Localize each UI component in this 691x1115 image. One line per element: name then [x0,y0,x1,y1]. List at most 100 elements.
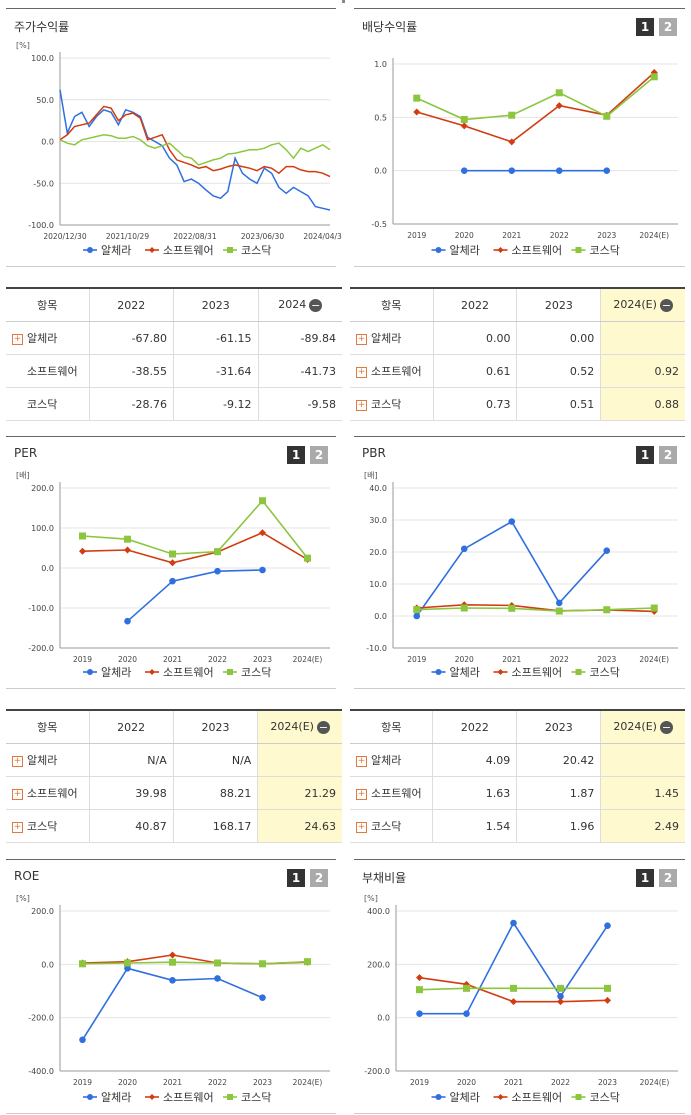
debt-point [510,984,517,992]
roe-y-tick: -200.0 [28,1014,54,1023]
per-tab-1[interactable]: 1 [287,446,305,464]
per-x-tick: 2023 [253,655,272,664]
stock-legend-label: 코스닥 [241,244,271,257]
plus-icon[interactable]: + [12,821,23,833]
debt-point [510,998,517,1006]
div-tab-1[interactable]: 1 [636,18,654,36]
stock-chart-panel: 주가수익률 [%] 100.0 50.0 0.0 -50.0 -100.0 2020/12/3… [0,0,342,268]
minus-circle-icon[interactable]: − [316,720,330,734]
per-data-table: 항목 2022 2023 2024(E) − + 알체라 N/A N/A + 소프트웨어 39.98 8… [6,709,342,843]
div-chart-svg: 1.0 0.5 0.0 -0.5 2019 2020 2021 2022 2023 2024(E)… [371,58,678,257]
roe-series-line [82,960,308,965]
per-tab-2[interactable]: 2 [310,446,328,464]
pbr-point [603,606,611,614]
plus-icon[interactable]: + [356,333,367,345]
debt-legend: 알체라 소프트웨어 코스닥 [431,1090,620,1104]
plus-icon[interactable]: + [356,788,367,800]
debt-series-1 [416,919,611,1017]
debt-tab-1[interactable]: 1 [636,869,654,887]
per-row-label-cell: + 코스닥 [6,809,90,843]
pbr-y-tick: 0.0 [374,612,387,621]
plus-icon[interactable]: + [356,821,367,833]
stock-y-tick: 100.0 [31,54,54,63]
table-row: + 코스닥 0.73 0.51 0.88 [350,387,685,421]
div-series-3 [413,73,658,123]
minus-circle-icon[interactable]: − [659,298,673,312]
pbr-legend: 알체라 소프트웨어 코스닥 [431,665,620,679]
pbr-chart-title: PBR [362,446,386,460]
plus-icon[interactable]: + [356,399,367,411]
debt-panel-top-rule [354,859,685,860]
div-point [508,138,516,146]
per-x-tick: 2022 [208,655,227,664]
pbr-x-tick: 2023 [597,655,616,664]
plus-icon[interactable]: + [356,755,367,767]
table-row: + 소프트웨어 1.63 1.87 1.45 [350,776,685,810]
pbr-row-name: 코스닥 [371,820,402,833]
roe-point [169,958,176,966]
roe-chart-panel: ROE 1 2 [%] 200.0 0.0 -200.0 -400.0 2019 2020 2021… [0,851,342,1115]
pbr-tab-1[interactable]: 1 [636,446,654,464]
per-header-cell: 2023 [172,709,258,744]
debt-point [604,922,611,929]
stock-chart-svg: [%]100.0 50.0 0.0 -50.0 -100.0 2020/12/30 2021… [16,41,342,257]
roe-tab-1[interactable]: 1 [287,869,305,887]
stock-table-header: 항목 2022 2023 2024− [6,287,342,322]
per-point [259,529,266,537]
per-value-cell: 40.87 [88,809,174,843]
per-value-cell: 24.63 [257,809,342,843]
per-value-cell: N/A [88,743,174,777]
debt-point [416,986,423,994]
plus-icon[interactable]: + [12,333,23,345]
div-point [413,94,421,102]
debt-point [557,998,564,1006]
pbr-point [603,547,611,554]
div-header-label: 2024(E) [613,298,657,312]
per-y-tick: -100.0 [28,604,54,613]
plus-icon[interactable]: + [12,788,23,800]
roe-x-tick: 2024(E) [293,1078,323,1087]
pbr-row-name: 알체라 [371,754,402,767]
roe-panel-top-rule [6,859,336,860]
per-point [124,546,131,554]
roe-point [304,958,311,966]
plus-icon[interactable]: + [356,366,367,378]
roe-legend-label: 알체라 [101,1090,131,1104]
div-y-tick: 0.0 [374,167,387,176]
div-point [555,102,563,110]
pbr-header-cell: 2022 [432,709,517,744]
minus-circle-icon[interactable]: − [659,720,673,734]
minus-circle-icon[interactable]: − [309,298,323,312]
pbr-value-cell: 1.45 [600,776,685,810]
roe-series-2 [79,951,311,968]
roe-chart-svg: [%]200.0 0.0 -200.0 -400.0 2019 2020 2021 2022 2… [16,894,330,1104]
roe-x-tick: 2020 [118,1078,137,1087]
per-legend-label: 소프트웨어 [163,666,214,679]
pbr-series-3 [413,604,658,615]
div-panel-top-rule [354,8,685,9]
stock-series-line [59,105,331,178]
stock-row-label-cell: 코스닥 [6,387,90,421]
per-x-tick: 2019 [73,655,92,664]
debt-legend-marker [497,1094,504,1100]
pbr-y-tick: 30.0 [369,516,387,525]
stock-header-cell: 2023 [173,287,258,322]
debt-tab-2[interactable]: 2 [659,869,677,887]
roe-legend-marker [227,1094,233,1100]
plus-icon[interactable]: + [12,755,23,767]
stock-x-tick: 2024/04/30 [303,232,342,241]
per-series-line [126,569,263,622]
stock-value-cell: -41.73 [257,354,342,388]
div-value-cell: 0.73 [432,387,517,421]
pbr-row-name: 소프트웨어 [371,787,422,800]
per-point [124,535,131,543]
per-header-cell: 항목 [6,709,90,744]
roe-tab-2[interactable]: 2 [310,869,328,887]
div-table-header: 항목 2022 2023 2024(E) − [350,287,685,322]
pbr-header-label: 항목 [381,721,402,734]
roe-x-tick: 2022 [208,1078,227,1087]
div-tab-2[interactable]: 2 [659,18,677,36]
div-legend-label: 코스닥 [590,244,620,257]
pbr-tab-2[interactable]: 2 [659,446,677,464]
pbr-legend-label: 소프트웨어 [512,666,563,679]
